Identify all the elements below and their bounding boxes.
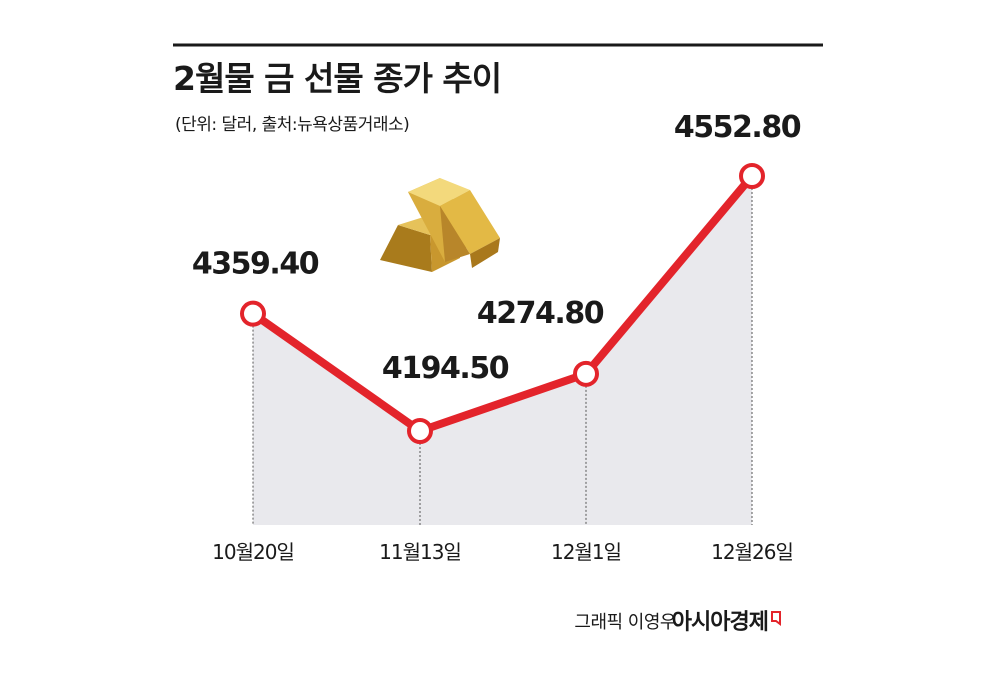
value-label: 4359.40 <box>192 247 319 282</box>
area <box>253 176 752 525</box>
x-tick-label: 12월26일 <box>711 540 793 564</box>
point <box>573 360 599 387</box>
source-brand: 아시아경제 <box>672 610 768 635</box>
gold-bars-illustration <box>380 178 500 272</box>
chart-title: 2월물 금 선물 종가 추이 <box>173 59 501 98</box>
point <box>739 163 765 189</box>
chart-subtitle: (단위: 달러, 출처:뉴욕상품거래소) <box>175 115 409 135</box>
x-tick-label: 10월20일 <box>212 540 294 564</box>
x-tick-label: 11월13일 <box>379 540 461 564</box>
brand-mark <box>771 611 781 626</box>
point <box>240 300 266 327</box>
value-label: 4552.80 <box>674 110 801 145</box>
x-tick-label: 12월1일 <box>551 540 621 564</box>
value-label: 4194.50 <box>382 351 509 386</box>
point <box>407 418 433 444</box>
credit: 그래픽 이영우 <box>574 612 676 633</box>
value-label: 4274.80 <box>477 296 604 331</box>
line <box>250 173 756 435</box>
